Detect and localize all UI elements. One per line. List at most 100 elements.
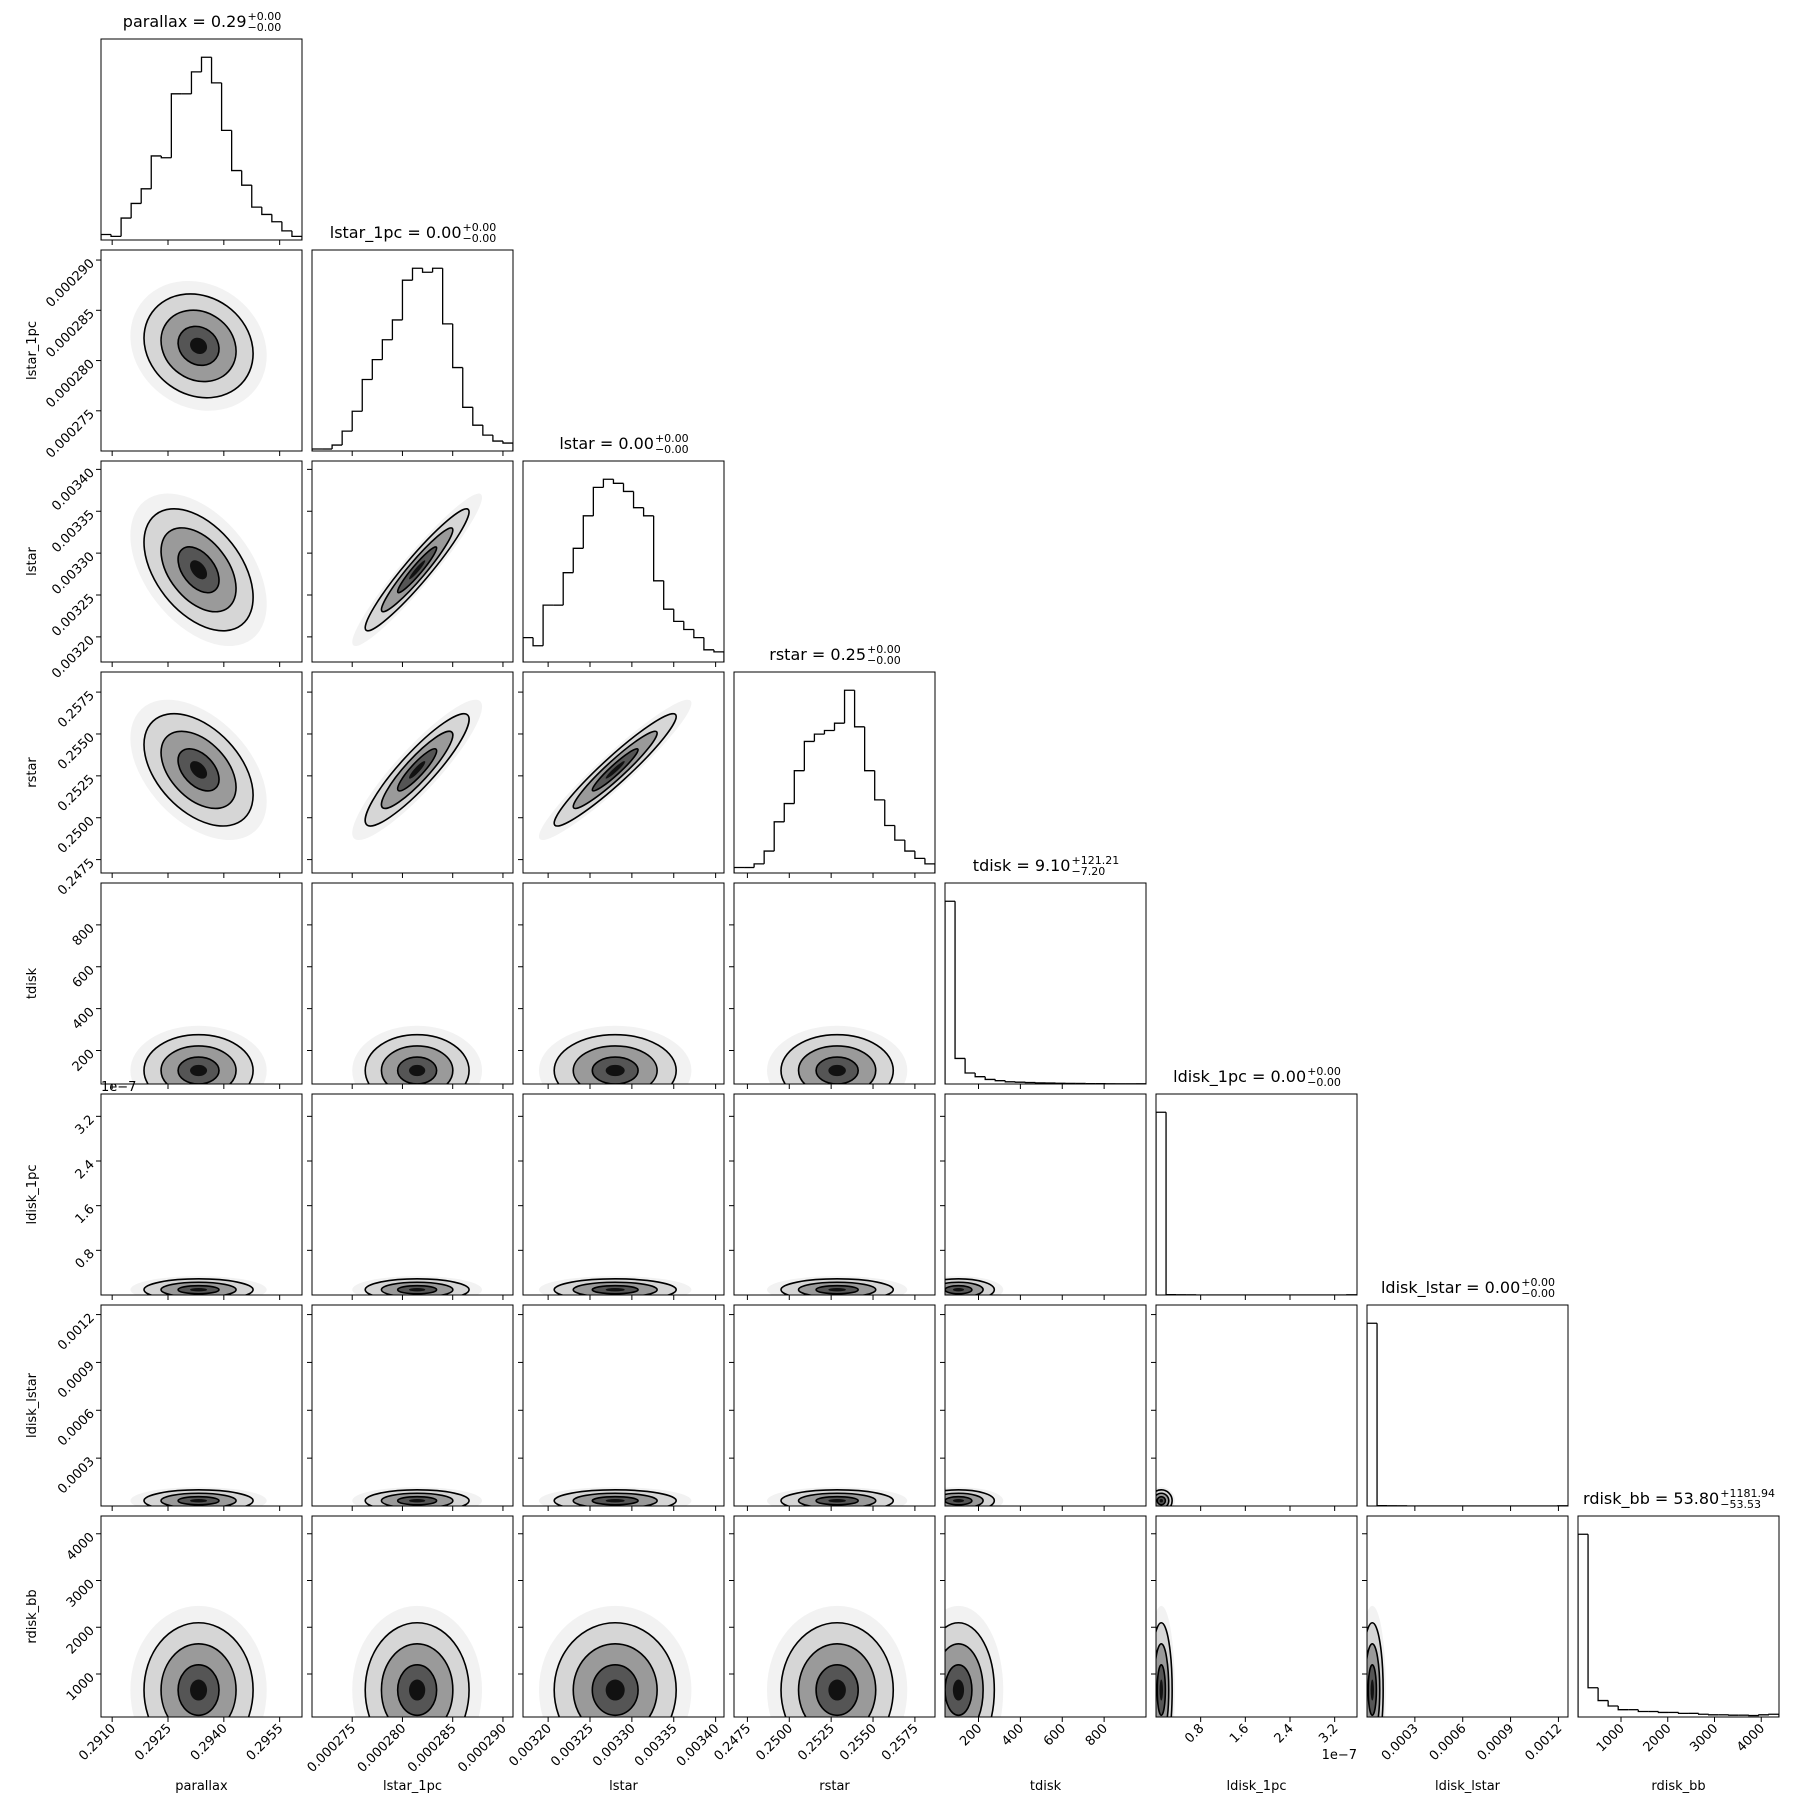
histogram-bin [101,233,112,240]
density-contour [190,1064,208,1077]
x-tick-label: 0.8 [1182,1721,1207,1746]
histogram-bin [492,435,503,442]
x-tick-label: 800 [1083,1721,1111,1749]
histogram-bin [1156,1111,1167,1295]
histogram-bin [220,82,232,132]
panel-frame [733,1304,936,1507]
histogram-bin [894,825,905,841]
panel-frame [522,882,725,1085]
histogram-bin [864,726,875,772]
histogram-bin [452,323,463,369]
y-tick-label: 400 [70,1005,98,1033]
panel-content [352,1025,483,1084]
y-tick-label: 0.2500 [55,814,98,857]
histogram-bin [1768,1713,1779,1717]
panel-frame [100,1304,303,1507]
x-tick-label: 0.2910 [76,1721,119,1764]
density-contour [1159,1679,1163,1701]
histogram-bin [1677,1712,1689,1714]
y-tick-label: 0.00330 [49,549,98,598]
panel-frame [944,1304,1147,1507]
panel-title: rstar = 0.25 [769,645,866,664]
histogram-bin [984,1076,996,1081]
panel-content [538,1605,692,1717]
y-tick-label: 0.8 [73,1247,98,1272]
x-tick-label: 0.2500 [753,1721,796,1764]
x-tick-label: 400 [999,1721,1027,1749]
panel-title: rdisk_bb = 53.80 [1583,1489,1719,1509]
y-axis-label: ldisk_1pc [25,1165,40,1225]
panel-content [523,478,724,662]
panel-content [1578,1533,1779,1717]
panel-content [130,1276,267,1295]
panel-frame [733,671,936,874]
x-tick-label: 0.000280 [355,1721,409,1775]
y-tick-label: 0.00325 [49,591,98,640]
panel-frame [311,671,514,874]
histogram-bin [562,572,574,606]
density-contour [952,1499,965,1503]
panel-content [734,689,935,873]
histogram-bin [793,770,805,804]
histogram-bin [281,221,292,232]
histogram-bin [442,268,453,325]
title-err-minus: −0.00 [1307,1076,1341,1089]
panel-content [945,1487,1004,1506]
y-tick-label: 0.000280 [43,357,97,411]
histogram-bin [653,515,664,582]
x-offset-label: 1e−7 [1322,1748,1357,1763]
histogram-bin [773,821,785,852]
x-tick-label: 3000 [1687,1721,1721,1755]
histogram-bin [351,410,363,432]
histogram-bin [703,637,714,651]
histogram-bin [210,57,222,84]
y-tick-label: 0.0012 [55,1311,98,1354]
panel-content [352,1605,483,1717]
y-tick-label: 0.0006 [55,1407,98,1450]
histogram-bin [964,1058,976,1074]
x-tick-label: 0.00325 [548,1721,597,1770]
y-tick-label: 0.000290 [43,256,97,310]
y-axis-label: rdisk_bb [25,1589,40,1643]
density-contour [190,761,208,779]
panel-content [1156,1487,1175,1506]
x-tick-label: 0.2525 [795,1721,838,1764]
histogram-bin [361,378,373,412]
y-tick-label: 0.00335 [49,507,98,556]
histogram-bin [693,629,704,639]
x-axis-label: rstar [819,1779,850,1794]
histogram-bin [1004,1080,1016,1083]
histogram-bin [502,441,513,451]
panel-content [352,1276,483,1295]
x-tick-label: 0.00335 [632,1721,681,1770]
histogram-bin [1617,1706,1629,1711]
histogram-bin [331,444,343,450]
title-err-minus: −7.20 [1071,865,1105,878]
y-tick-label: 2.4 [73,1157,98,1182]
panel-content [766,1276,908,1295]
panel-content [312,267,513,451]
title-err-plus: +121.21 [1071,854,1119,867]
density-contour [1370,1679,1374,1701]
panel-frame [100,671,303,874]
x-axis-label: ldisk_1pc [1227,1779,1287,1794]
histogram-bin [823,729,835,735]
x-axis-label: ldisk_lstar [1435,1779,1501,1794]
y-tick-label: 0.00340 [49,466,98,515]
histogram-bin [1367,1322,1378,1506]
histogram-bin [200,56,212,72]
title-err-plus: +0.00 [867,643,901,656]
x-axis-label: lstar [609,1779,638,1794]
panel-frame [944,1093,1147,1296]
panel-frame [733,1515,936,1718]
x-tick-label: 0.00340 [674,1721,723,1770]
histogram-bin [472,407,483,426]
histogram-bin [291,230,302,240]
title-err-minus: −53.53 [1720,1498,1761,1511]
title-err-plus: +0.00 [655,432,689,445]
x-axis-label: tdisk [1030,1779,1062,1794]
panel-frame [100,460,303,663]
density-contour [828,1499,846,1503]
panel-content [352,493,483,647]
histogram-bin [833,722,845,731]
